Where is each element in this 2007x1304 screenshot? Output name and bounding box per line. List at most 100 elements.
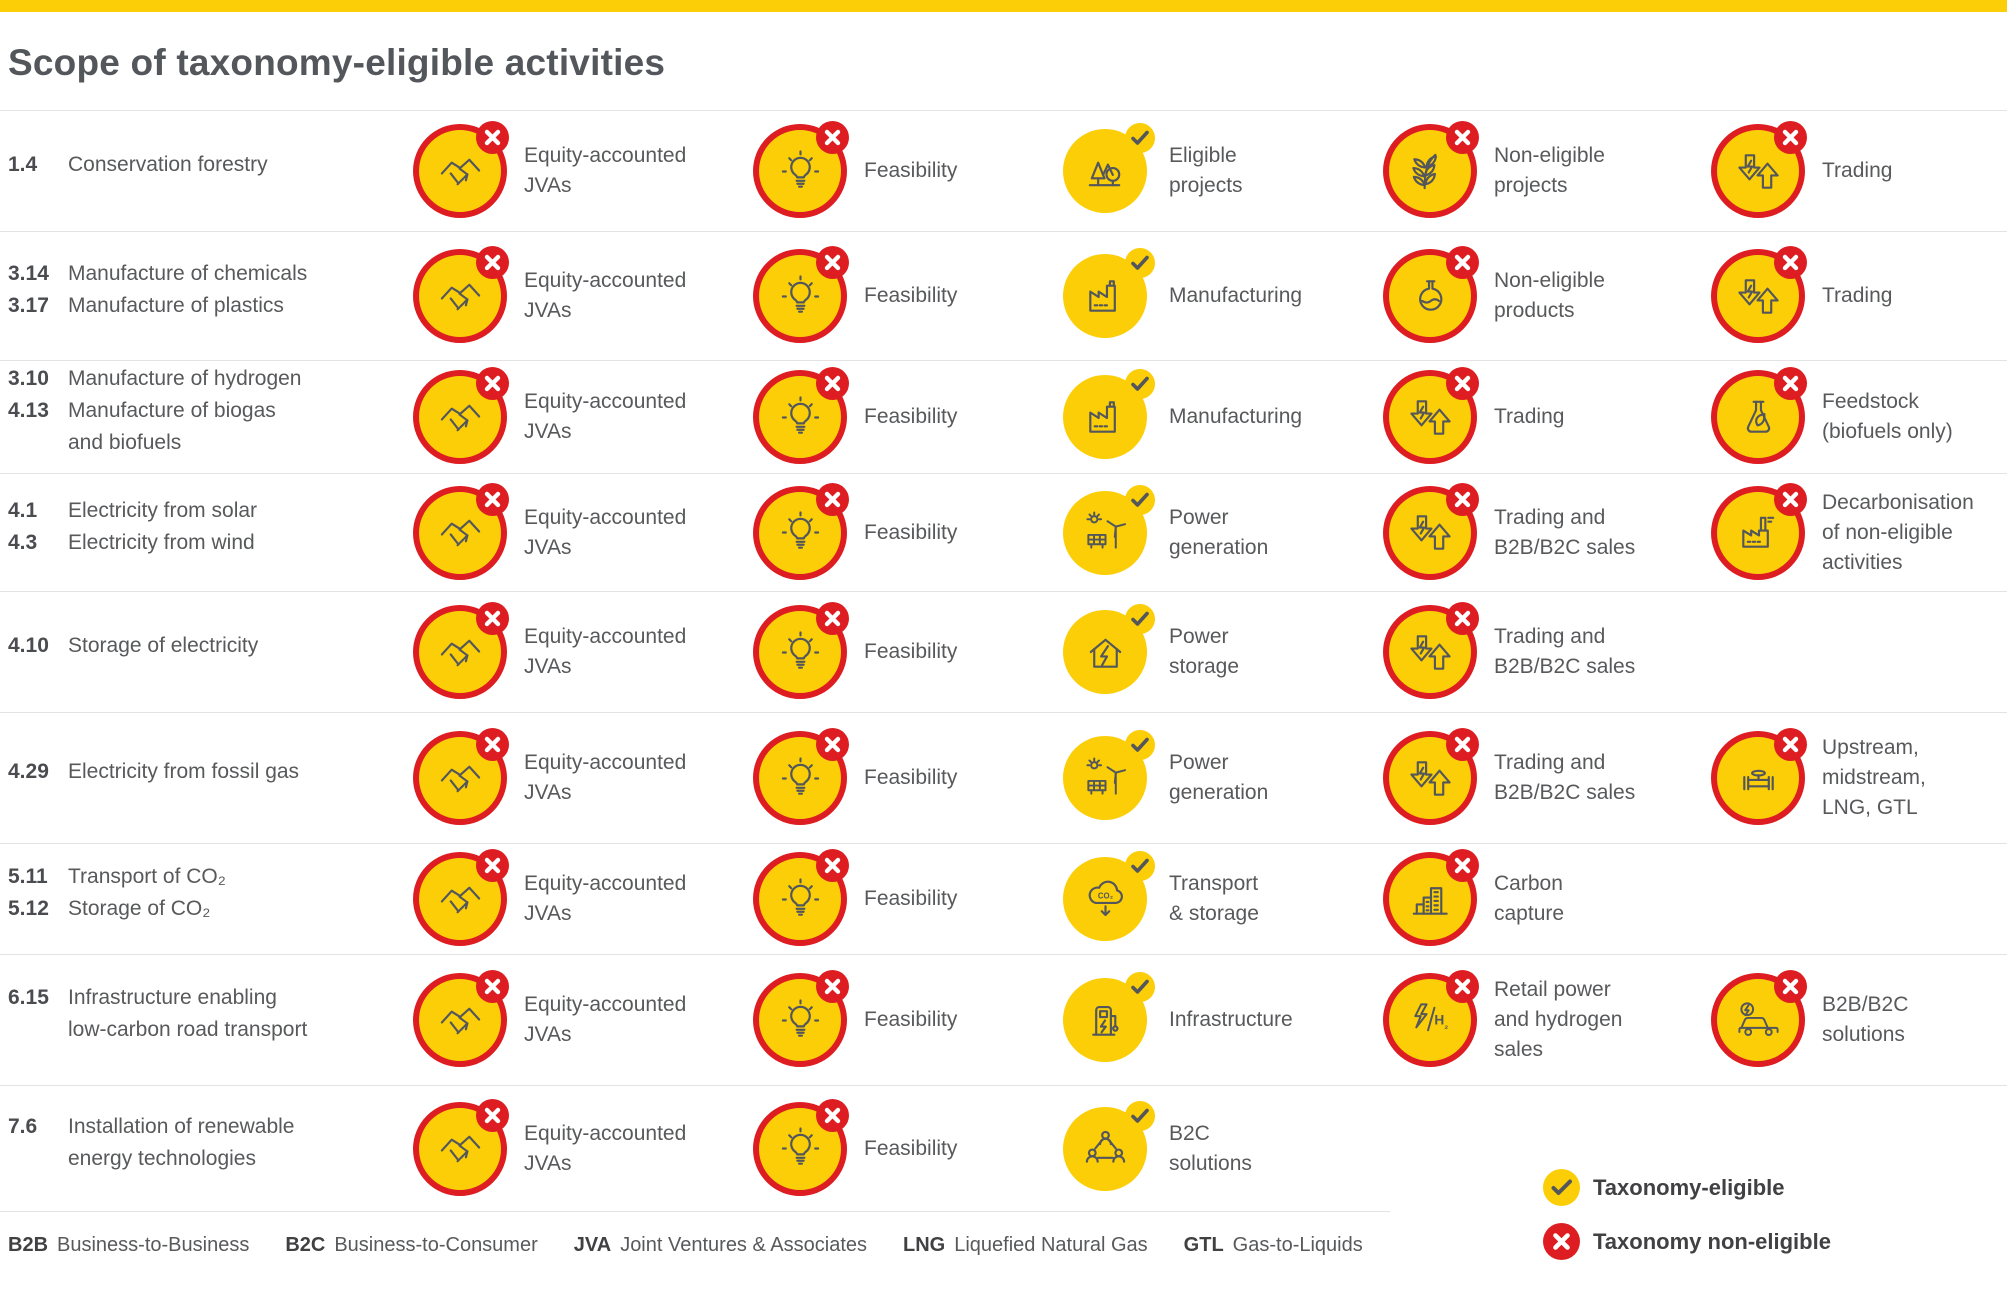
table-row: 1.4 Conservation forestry Equity-accounted… — [0, 110, 2007, 231]
status-cell: Power storage — [1058, 604, 1383, 699]
check-badge-icon — [1125, 730, 1155, 760]
cell-label: Feedstock (biofuels only) — [1822, 390, 1953, 443]
lightbulb-icon — [777, 876, 824, 923]
cell-label: Infrastructure — [1169, 1008, 1293, 1031]
status-cell: Trading and B2B/B2C sales — [1383, 728, 1711, 825]
factory-icon — [1058, 369, 1155, 464]
table-row: 6.15 Infrastructure enabling low-carbon r… — [0, 954, 2007, 1085]
status-cell: Feasibility — [753, 970, 1058, 1067]
activity-names: Installation of renewable energy technolo… — [68, 1111, 413, 1175]
bolt-h2-icon — [1383, 970, 1479, 1067]
lightbulb-icon — [753, 121, 849, 218]
status-cell: Manufacturing — [1058, 369, 1383, 464]
pipeline-valve-icon — [1711, 728, 1807, 825]
cell-label: Feasibility — [864, 887, 958, 910]
abbreviation-definition: Joint Ventures & Associates — [620, 1234, 867, 1256]
ev-charger-icon — [1058, 972, 1155, 1067]
activity-code — [8, 1143, 68, 1175]
status-cell: B2B/B2C solutions — [1711, 970, 2007, 1067]
cell-label: Power storage — [1169, 625, 1240, 678]
activity-names: Manufacture of chemicals Manufacture of p… — [68, 258, 413, 322]
abbreviation-term: GTL — [1183, 1234, 1224, 1256]
activity-name: Electricity from solar — [68, 498, 258, 522]
solar-wind-icon — [1082, 755, 1129, 802]
activity-names: Electricity from fossil gas — [68, 756, 413, 788]
handshake-icon — [437, 1125, 484, 1172]
cell-label: Retail power and hydrogen sales — [1494, 978, 1623, 1061]
cell-label: Equity-accounted JVAs — [524, 144, 687, 197]
cell-label: Eligible projects — [1169, 144, 1243, 197]
activity-codes: 3.10 4.13 — [0, 363, 68, 459]
cell-label: Trading and B2B/B2C sales — [1494, 751, 1636, 804]
abbreviation-definition: Gas-to-Liquids — [1232, 1234, 1363, 1256]
trading-arrows-icon — [1735, 273, 1782, 320]
x-badge-icon — [476, 1098, 509, 1132]
status-cell: Non-eligible products — [1383, 246, 1711, 343]
trees-icon — [1082, 148, 1129, 195]
activity-code: 4.29 — [8, 760, 49, 783]
status-cell: Manufacturing — [1058, 248, 1383, 343]
activity-code: 4.3 — [8, 530, 38, 554]
status-cell: Equity-accounted JVAs — [413, 728, 753, 825]
ev-charger-icon — [1082, 997, 1129, 1044]
handshake-icon — [413, 367, 509, 464]
check-badge-icon — [1125, 123, 1155, 153]
activity-code: 4.1 — [8, 498, 38, 522]
activity-code — [8, 1014, 68, 1046]
cell-label: Feasibility — [864, 766, 958, 789]
abbreviation-item: GTL Gas-to-Liquids — [1184, 1234, 1363, 1257]
cell-label: B2B/B2C solutions — [1822, 993, 1909, 1046]
check-badge-icon — [1125, 369, 1155, 399]
status-cell: Eligible projects — [1058, 123, 1383, 218]
round-flask-icon — [1383, 246, 1479, 343]
factory-icon — [1082, 394, 1129, 441]
lightbulb-icon — [777, 755, 824, 802]
activity-code: 3.10 — [8, 367, 49, 390]
activity-code: 1.4 — [8, 153, 38, 176]
bolt-h2-icon — [1407, 997, 1454, 1044]
activity-name: Installation of renewable — [68, 1114, 295, 1138]
cell-label: Feasibility — [864, 159, 958, 182]
status-cell: Retail power and hydrogen sales — [1383, 970, 1711, 1067]
trading-arrows-icon — [1383, 728, 1479, 825]
legend-non-eligible-label: Taxonomy non-eligible — [1593, 1228, 1831, 1254]
cell-label: Trading and B2B/B2C sales — [1494, 625, 1636, 678]
co2-cloud-icon — [1058, 851, 1155, 946]
check-badge-icon — [1125, 248, 1155, 278]
trading-arrows-icon — [1407, 509, 1454, 556]
pipeline-valve-icon — [1735, 755, 1782, 802]
lightbulb-icon — [753, 1098, 849, 1196]
handshake-icon — [413, 602, 509, 699]
cell-label: Carbon capture — [1494, 872, 1565, 925]
x-badge-icon — [1774, 728, 1807, 761]
activity-codes: 4.1 4.3 — [0, 495, 68, 559]
lightbulb-icon — [753, 970, 849, 1067]
status-cell: Non-eligible projects — [1383, 121, 1711, 218]
activity-names: Conservation forestry — [68, 149, 413, 181]
status-cell: Equity-accounted JVAs — [413, 246, 753, 343]
status-cell: Equity-accounted JVAs — [413, 849, 753, 946]
table-row: 4.10 Storage of electricity Equity-account… — [0, 591, 2007, 712]
cell-label: Manufacturing — [1169, 405, 1303, 428]
cell-label: Transport & storage — [1169, 872, 1259, 925]
legend-eligible: Taxonomy-eligible — [1543, 1169, 1831, 1206]
trees-icon — [1058, 123, 1155, 218]
factory-icon — [1082, 273, 1129, 320]
x-badge-icon — [816, 367, 849, 400]
solar-wind-icon — [1058, 730, 1155, 825]
activity-code: 5.12 — [8, 897, 49, 920]
lightbulb-icon — [753, 367, 849, 464]
status-cell: Equity-accounted JVAs — [413, 482, 753, 580]
icon-circle — [1711, 731, 1805, 825]
status-cell: Power generation — [1058, 484, 1383, 580]
status-cell: B2C solutions — [1058, 1100, 1383, 1196]
trading-arrows-icon — [1383, 602, 1479, 699]
x-badge-icon — [816, 246, 849, 279]
top-accent-bar — [0, 0, 2007, 12]
activity-names: Manufacture of hydrogen Manufacture of bi… — [68, 363, 413, 459]
cell-label: Feasibility — [864, 520, 958, 544]
cell-label: Equity-accounted JVAs — [524, 390, 687, 443]
status-cell: Carbon capture — [1383, 849, 1711, 946]
x-badge-icon — [1446, 602, 1479, 635]
status-cell: Trading — [1711, 246, 2007, 343]
